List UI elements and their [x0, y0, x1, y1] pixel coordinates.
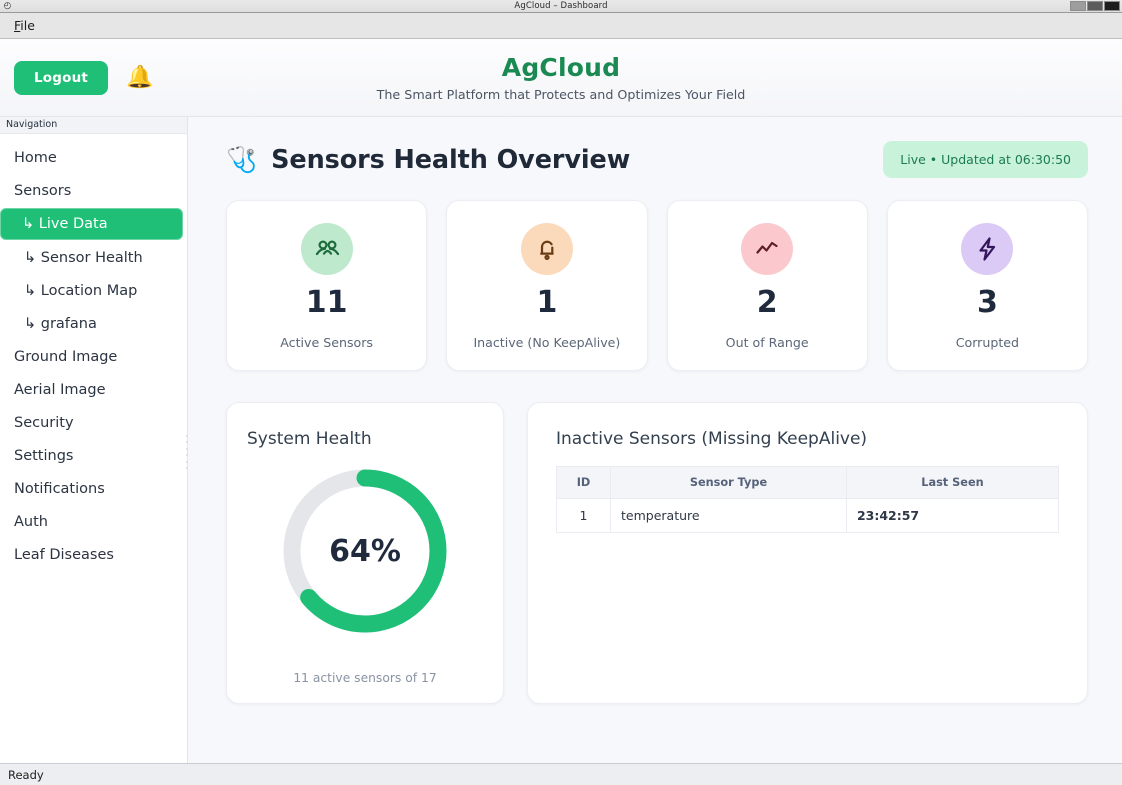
- sidebar-item-label: Ground Image: [14, 348, 118, 365]
- close-button[interactable]: [1104, 1, 1120, 11]
- brand-block: AgCloud The Smart Platform that Protects…: [0, 53, 1122, 102]
- sidebar-item-security[interactable]: Security: [0, 406, 187, 439]
- maximize-button[interactable]: [1087, 1, 1103, 11]
- sidebar-item-label: Security: [14, 414, 74, 431]
- header-actions: Logout 🔔: [0, 60, 154, 95]
- donut-chart: 64% 11 active sensors of 17: [247, 461, 483, 685]
- donut-center-value: 64%: [329, 533, 401, 569]
- stat-card: 1 Inactive (No KeepAlive): [446, 200, 648, 371]
- column-header-last-seen: Last Seen: [845, 466, 1060, 499]
- bell-off-icon: [520, 223, 573, 275]
- notification-bell-icon[interactable]: 🔔: [126, 64, 154, 90]
- sidebar-item-label: Auth: [14, 513, 48, 530]
- sidebar-item-label: ↳ Location Map: [24, 282, 138, 299]
- sidebar-splitter-handle[interactable]: [185, 435, 189, 469]
- status-text: Ready: [8, 767, 44, 782]
- stat-card: 2 Out of Range: [666, 200, 868, 371]
- sidebar-caption: Navigation: [0, 117, 187, 134]
- page-title: Sensors Health Overview: [271, 144, 631, 175]
- donut-caption: 11 active sensors of 17: [293, 671, 437, 685]
- sidebar-item-sensor-health[interactable]: ↳ Sensor Health: [0, 241, 187, 274]
- trend-line-icon: [741, 223, 794, 275]
- stat-cards-row: 11 Active Sensors 1 Inactive (No KeepAlive)…: [226, 200, 1088, 371]
- stethoscope-icon: 🩺: [226, 145, 258, 174]
- sidebar-item-notifications[interactable]: Notifications: [0, 472, 187, 505]
- broadcast-sensor-icon: [300, 223, 353, 275]
- sidebar-item-leaf-diseases[interactable]: Leaf Diseases: [0, 538, 187, 571]
- stat-value: 2: [756, 285, 778, 320]
- sidebar: Navigation Home Sensors ↳ Live Data ↳ Senso…: [0, 117, 188, 763]
- lightning-bolt-icon: [961, 223, 1014, 275]
- brand-header: Logout 🔔 AgCloud The Smart Platform that…: [0, 39, 1122, 117]
- sidebar-item-settings[interactable]: Settings: [0, 439, 187, 472]
- logout-button[interactable]: Logout: [14, 60, 109, 95]
- menu-item-file[interactable]: File: [14, 18, 35, 33]
- minimize-button[interactable]: [1070, 1, 1086, 11]
- table-head: ID Sensor Type Last Seen: [556, 466, 1060, 499]
- table-body: 1 temperature 23:42:57: [556, 498, 1060, 533]
- stat-card: 3 Corrupted: [886, 200, 1088, 371]
- sidebar-nav-list: Home Sensors ↳ Live Data ↳ Sensor Health ↳ L…: [0, 134, 187, 571]
- cell-sensor-type: temperature: [610, 498, 847, 533]
- sidebar-item-label: ↳ Sensor Health: [24, 249, 143, 266]
- donut-graphic: 64%: [275, 461, 455, 641]
- inactive-sensors-table: ID Sensor Type Last Seen 1 temperature 23:…: [556, 466, 1060, 533]
- stat-label: Corrupted: [955, 335, 1020, 350]
- sidebar-item-sensors[interactable]: Sensors: [0, 174, 187, 207]
- page-title-group: 🩺 Sensors Health Overview: [226, 145, 630, 175]
- sidebar-item-label: Home: [14, 149, 57, 166]
- column-header-sensor-type: Sensor Type: [610, 466, 847, 499]
- sidebar-item-label: Settings: [14, 447, 74, 464]
- brand-subtitle: The Smart Platform that Protects and Opt…: [376, 87, 746, 102]
- sidebar-item-location-map[interactable]: ↳ Location Map: [0, 274, 187, 307]
- system-health-title: System Health: [247, 429, 372, 449]
- sidebar-item-live-data[interactable]: ↳ Live Data: [0, 208, 183, 240]
- stat-label: Active Sensors: [280, 335, 373, 350]
- stat-card: 11 Active Sensors: [226, 200, 428, 371]
- inactive-sensors-title: Inactive Sensors (Missing KeepAlive): [556, 429, 868, 449]
- stat-label: Out of Range: [725, 335, 809, 350]
- sidebar-item-label: Aerial Image: [14, 381, 106, 398]
- stat-label: Inactive (No KeepAlive): [473, 335, 621, 350]
- stat-value: 1: [536, 285, 558, 320]
- sidebar-item-label: Leaf Diseases: [14, 546, 114, 563]
- live-status-badge: Live • Updated at 06:30:50: [883, 141, 1088, 178]
- title-bar: ◴ AgCloud – Dashboard: [0, 0, 1122, 13]
- panels-row: System Health 64% 11 active sensors of 1…: [226, 402, 1088, 704]
- stat-value: 11: [305, 285, 348, 320]
- column-header-id: ID: [556, 466, 611, 499]
- sidebar-item-home[interactable]: Home: [0, 141, 187, 174]
- window-title: AgCloud – Dashboard: [514, 1, 608, 11]
- page-header: 🩺 Sensors Health Overview Live • Updated…: [226, 141, 1088, 178]
- sidebar-item-label: ↳ grafana: [24, 315, 97, 332]
- inactive-sensors-panel: Inactive Sensors (Missing KeepAlive) ID …: [527, 402, 1088, 704]
- status-bar: Ready: [0, 763, 1122, 785]
- brand-title: AgCloud: [501, 53, 621, 82]
- cell-id: 1: [556, 498, 611, 533]
- sidebar-item-label: ↳ Live Data: [22, 216, 108, 232]
- cell-last-seen: 23:42:57: [845, 498, 1060, 533]
- sidebar-item-grafana[interactable]: ↳ grafana: [0, 307, 187, 340]
- sidebar-item-auth[interactable]: Auth: [0, 505, 187, 538]
- table-row[interactable]: 1 temperature 23:42:57: [556, 498, 1060, 533]
- sidebar-item-label: Sensors: [14, 182, 72, 199]
- table-header-row: ID Sensor Type Last Seen: [556, 466, 1060, 499]
- sidebar-item-aerial-image[interactable]: Aerial Image: [0, 373, 187, 406]
- app-logo-icon: ◴: [3, 0, 12, 11]
- stat-value: 3: [976, 285, 998, 320]
- body: Navigation Home Sensors ↳ Live Data ↳ Senso…: [0, 117, 1122, 763]
- sidebar-item-label: Notifications: [14, 480, 105, 497]
- main-content: 🩺 Sensors Health Overview Live • Updated…: [188, 117, 1122, 763]
- sidebar-item-ground-image[interactable]: Ground Image: [0, 340, 187, 373]
- system-health-panel: System Health 64% 11 active sensors of 1…: [226, 402, 504, 704]
- window-controls: [1070, 1, 1120, 11]
- donut-svg: [283, 469, 447, 633]
- menu-bar: File: [0, 13, 1122, 39]
